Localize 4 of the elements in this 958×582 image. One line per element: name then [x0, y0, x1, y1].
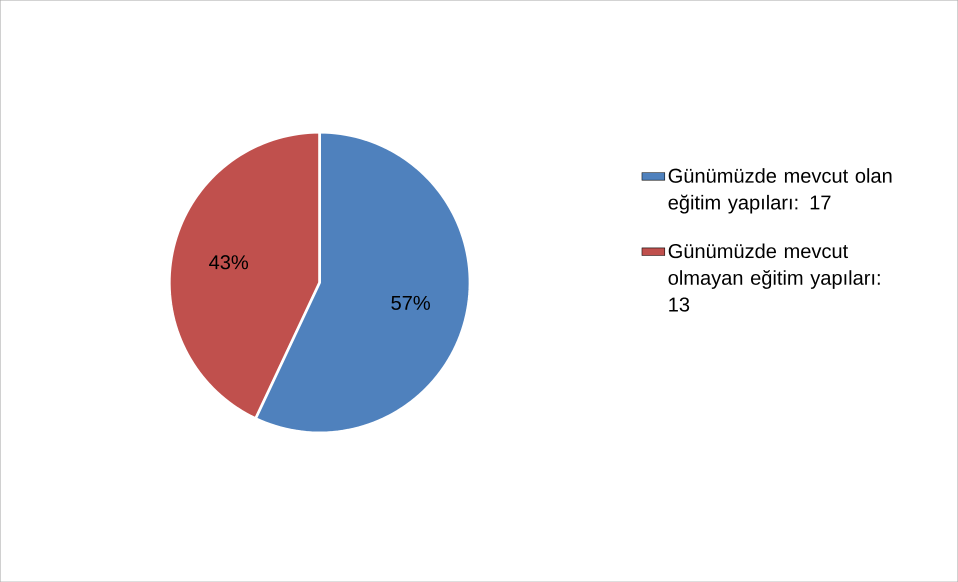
- legend-label: Günümüzde mevcut olan eğitim yapıları: 17: [668, 168, 892, 214]
- data-label: 43%: [209, 255, 248, 270]
- data-label: 57%: [391, 296, 430, 310]
- legend-label: Günümüzde mevcut olmayan eğitim yapıları: 13: [668, 243, 880, 312]
